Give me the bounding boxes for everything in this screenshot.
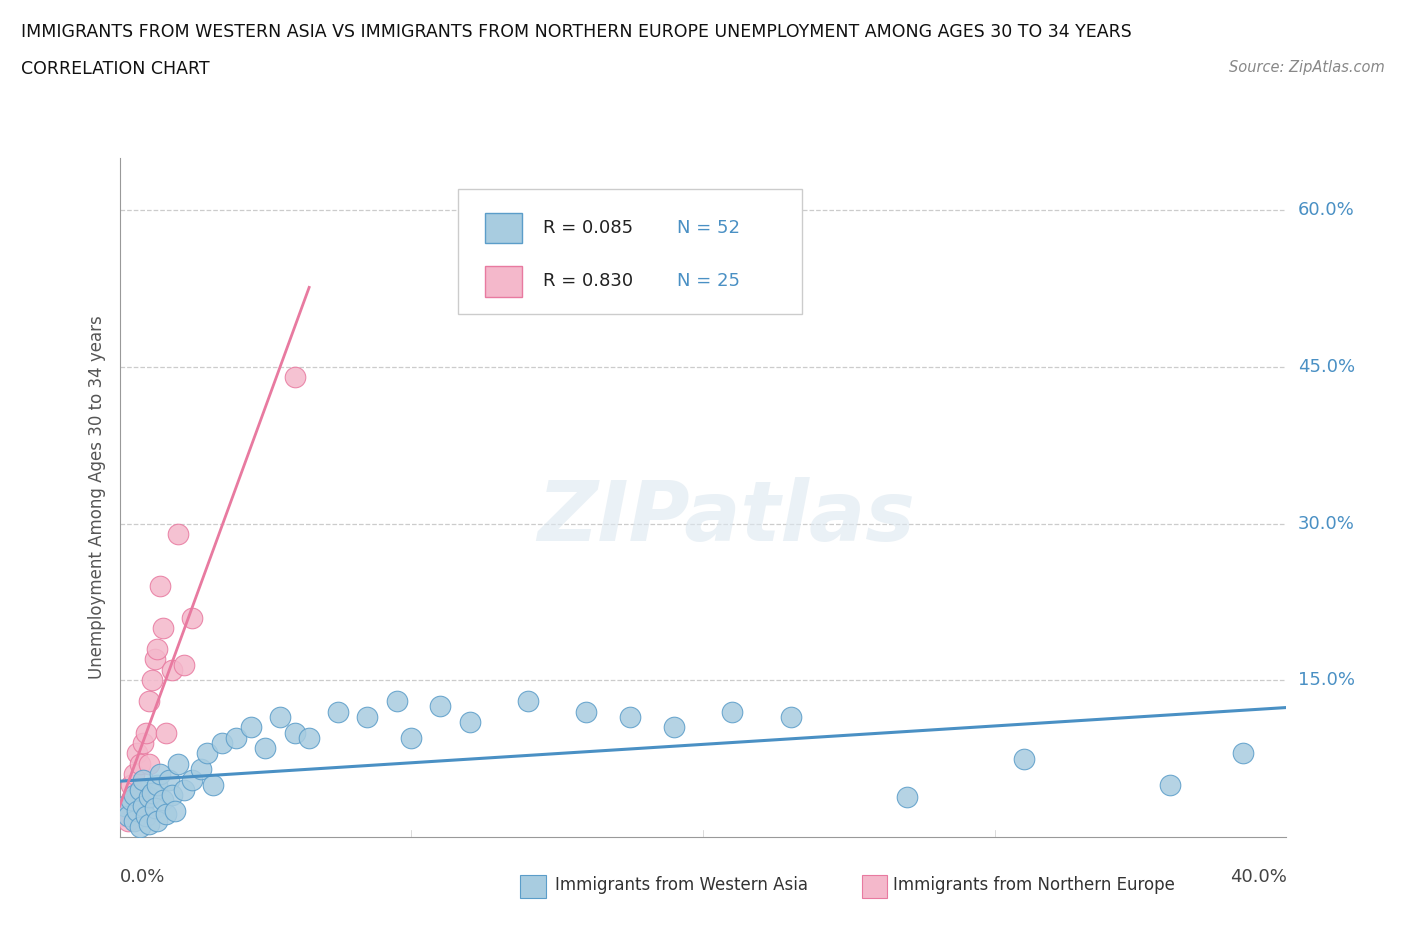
Point (1159, 777, 1181, 792)
Text: 0.0%: 0.0% (120, 868, 165, 885)
Point (146, 814, 169, 829)
Point (138, 817, 160, 832)
Point (328, 704, 350, 719)
Point (298, 730, 321, 745)
Point (132, 798, 155, 813)
Point (122, 767, 145, 782)
Point (779, 710, 801, 724)
Point (662, 720, 685, 735)
Point (721, 704, 744, 719)
Point (356, 710, 378, 724)
Point (138, 694, 160, 709)
Point (120, 793, 142, 808)
Point (385, 694, 408, 709)
Text: 30.0%: 30.0% (1298, 514, 1354, 533)
Point (517, 694, 540, 709)
FancyBboxPatch shape (458, 189, 803, 314)
Point (166, 526, 188, 541)
Point (181, 610, 204, 625)
Point (135, 725, 157, 740)
Point (575, 704, 598, 719)
Point (896, 790, 918, 804)
Point (239, 720, 262, 735)
Text: N = 25: N = 25 (678, 272, 741, 290)
Point (157, 772, 180, 787)
Point (129, 793, 152, 808)
Bar (485, 266, 522, 297)
Bar (862, 875, 887, 898)
Point (125, 746, 148, 761)
Point (429, 699, 451, 714)
Point (141, 786, 163, 801)
Bar (520, 875, 546, 898)
Point (399, 730, 422, 745)
Point (114, 809, 136, 824)
Point (125, 788, 148, 803)
Text: 15.0%: 15.0% (1298, 671, 1354, 689)
Point (141, 673, 163, 688)
Point (122, 814, 145, 829)
Point (129, 782, 152, 797)
Point (225, 730, 247, 745)
Point (117, 809, 139, 824)
Text: 40.0%: 40.0% (1230, 868, 1286, 885)
Point (1012, 751, 1035, 766)
Point (122, 804, 145, 818)
Point (619, 710, 641, 724)
Point (283, 725, 307, 740)
Point (160, 662, 183, 677)
Point (163, 804, 186, 818)
Point (132, 736, 155, 751)
Text: Source: ZipAtlas.com: Source: ZipAtlas.com (1229, 60, 1385, 75)
Point (166, 756, 188, 771)
Point (160, 788, 183, 803)
Point (283, 370, 307, 385)
Point (135, 809, 157, 824)
Text: Immigrants from Northern Europe: Immigrants from Northern Europe (893, 876, 1174, 895)
Point (143, 801, 166, 816)
Text: N = 52: N = 52 (678, 219, 741, 237)
Text: R = 0.085: R = 0.085 (543, 219, 633, 237)
Point (125, 804, 148, 818)
Point (152, 620, 174, 635)
Point (132, 772, 155, 787)
Point (1232, 746, 1254, 761)
Point (269, 710, 291, 724)
Point (155, 806, 177, 821)
Text: ZIPatlas: ZIPatlas (537, 477, 915, 558)
Bar (485, 213, 522, 243)
Point (149, 578, 172, 593)
Text: CORRELATION CHART: CORRELATION CHART (21, 60, 209, 78)
Point (173, 782, 195, 797)
Point (120, 777, 142, 792)
Text: 45.0%: 45.0% (1298, 358, 1355, 376)
Text: R = 0.830: R = 0.830 (543, 272, 633, 290)
Point (173, 658, 195, 672)
Point (146, 642, 169, 657)
Text: 60.0%: 60.0% (1298, 201, 1354, 219)
Point (138, 756, 160, 771)
Point (201, 777, 224, 792)
Point (181, 772, 204, 787)
Point (155, 725, 177, 740)
Point (143, 652, 166, 667)
Point (129, 756, 152, 771)
Point (117, 814, 139, 829)
Text: IMMIGRANTS FROM WESTERN ASIA VS IMMIGRANTS FROM NORTHERN EUROPE UNEMPLOYMENT AMO: IMMIGRANTS FROM WESTERN ASIA VS IMMIGRAN… (21, 23, 1132, 41)
Point (129, 819, 152, 834)
Point (195, 746, 218, 761)
Point (138, 790, 160, 804)
Point (114, 798, 136, 813)
Point (211, 736, 233, 751)
Point (146, 777, 169, 792)
Point (122, 788, 145, 803)
Point (149, 767, 172, 782)
Point (458, 714, 481, 729)
Y-axis label: Unemployment Among Ages 30 to 34 years: Unemployment Among Ages 30 to 34 years (87, 315, 105, 680)
Point (120, 798, 142, 813)
Text: Immigrants from Western Asia: Immigrants from Western Asia (555, 876, 808, 895)
Point (254, 741, 277, 756)
Point (190, 762, 212, 777)
Point (152, 793, 174, 808)
